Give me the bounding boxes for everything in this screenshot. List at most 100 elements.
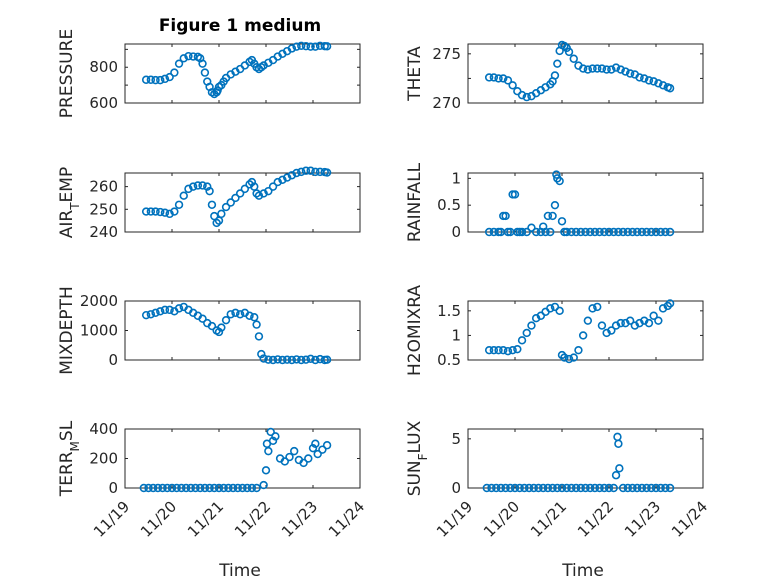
subplot-grid: 600 800 PRESSURE 270 275 THETA 240 250 260 AIRTEM… <box>57 29 711 541</box>
data-point <box>226 198 235 207</box>
data-point <box>527 321 536 330</box>
data-point <box>548 483 557 493</box>
data-point <box>224 483 233 493</box>
y-tick-label: 200 <box>89 450 118 468</box>
data-point <box>207 321 217 331</box>
data-point <box>649 311 658 320</box>
data-point <box>614 227 623 237</box>
data-point <box>292 42 301 51</box>
data-point <box>285 452 294 462</box>
data-point <box>593 302 602 312</box>
x-tick-label: 11/21 <box>184 498 227 541</box>
x-tick-label: 11/23 <box>621 498 664 541</box>
data-point <box>282 355 292 364</box>
data-point <box>247 483 257 493</box>
data-point <box>257 349 266 359</box>
y-axis-label: THETA <box>405 46 425 102</box>
data-point <box>597 64 607 73</box>
data-point <box>226 310 235 319</box>
data-point <box>233 483 243 493</box>
axes-frame <box>124 428 361 489</box>
data-point <box>632 227 642 237</box>
data-point <box>165 209 174 219</box>
data-point <box>287 171 297 180</box>
data-point <box>600 227 609 237</box>
data-point <box>541 227 550 237</box>
data-point <box>574 345 583 355</box>
data-point <box>322 355 332 364</box>
data-point <box>571 227 581 237</box>
data-point <box>254 332 264 341</box>
data-point <box>322 441 332 450</box>
data-point <box>301 355 311 364</box>
data-point <box>278 355 287 365</box>
y-tick-label: 275 <box>432 45 461 63</box>
y-tick-label: 270 <box>432 94 461 112</box>
data-point <box>259 354 268 363</box>
data-point <box>177 483 186 493</box>
data-point <box>616 318 625 328</box>
data-point <box>571 483 581 493</box>
data-point <box>311 167 320 177</box>
data-point <box>604 227 614 237</box>
x-tick-label: 11/19 <box>90 498 133 541</box>
data-point <box>550 200 560 210</box>
data-point <box>139 483 149 493</box>
y-tick-label: 1 <box>451 169 461 187</box>
data-point <box>595 227 604 237</box>
data-point <box>658 81 668 90</box>
data-point <box>499 74 508 83</box>
data-point <box>273 177 282 187</box>
data-point <box>212 218 221 228</box>
data-point <box>489 345 499 355</box>
data-point <box>527 223 536 232</box>
data-point <box>186 483 196 493</box>
data-point <box>311 42 320 51</box>
data-point <box>628 483 637 493</box>
data-point <box>203 182 212 191</box>
data-point <box>214 327 224 337</box>
subplot-air-temp: 240 250 260 AIRTEMP <box>57 166 361 241</box>
data-point <box>179 54 188 63</box>
data-point <box>522 92 531 102</box>
data-point <box>618 227 628 237</box>
data-point <box>522 227 531 237</box>
data-point <box>524 483 534 493</box>
y-tick-label: 2000 <box>80 292 118 310</box>
data-point <box>268 355 278 365</box>
data-point <box>238 483 247 493</box>
data-point <box>165 72 174 82</box>
data-point <box>193 181 203 190</box>
subplot-rainfall: 0 0.5 1 RAINFALL <box>405 162 704 242</box>
y-tick-label: 260 <box>89 178 118 196</box>
data-point <box>282 173 292 182</box>
data-point <box>322 42 332 51</box>
data-point <box>609 227 618 237</box>
data-point <box>553 483 562 493</box>
data-point <box>508 345 517 355</box>
x-tick-label: 11/22 <box>231 498 274 541</box>
subplot-terr-msl: 11/19 11/20 11/21 11/22 11/23 11/24 0 200 400 TER… <box>57 420 368 541</box>
data-point <box>576 483 585 493</box>
data-point <box>585 483 595 493</box>
data-point <box>245 311 254 320</box>
data-point <box>654 316 663 325</box>
data-point <box>264 355 273 364</box>
data-point <box>560 353 569 362</box>
data-point <box>160 208 170 217</box>
data-point <box>292 168 301 178</box>
data-point <box>578 64 588 73</box>
data-point <box>311 355 320 365</box>
data-point <box>581 483 590 493</box>
data-point <box>297 167 306 177</box>
data-point <box>219 483 228 493</box>
y-axis-label: AIRTEMP <box>57 167 82 238</box>
data-point <box>306 42 315 51</box>
data-point <box>299 458 308 468</box>
data-point <box>264 186 273 196</box>
y-axis-label: RAINFALL <box>405 162 425 242</box>
data-point <box>191 483 200 493</box>
data-point <box>632 483 642 493</box>
data-point <box>635 73 644 82</box>
data-point <box>297 41 306 50</box>
